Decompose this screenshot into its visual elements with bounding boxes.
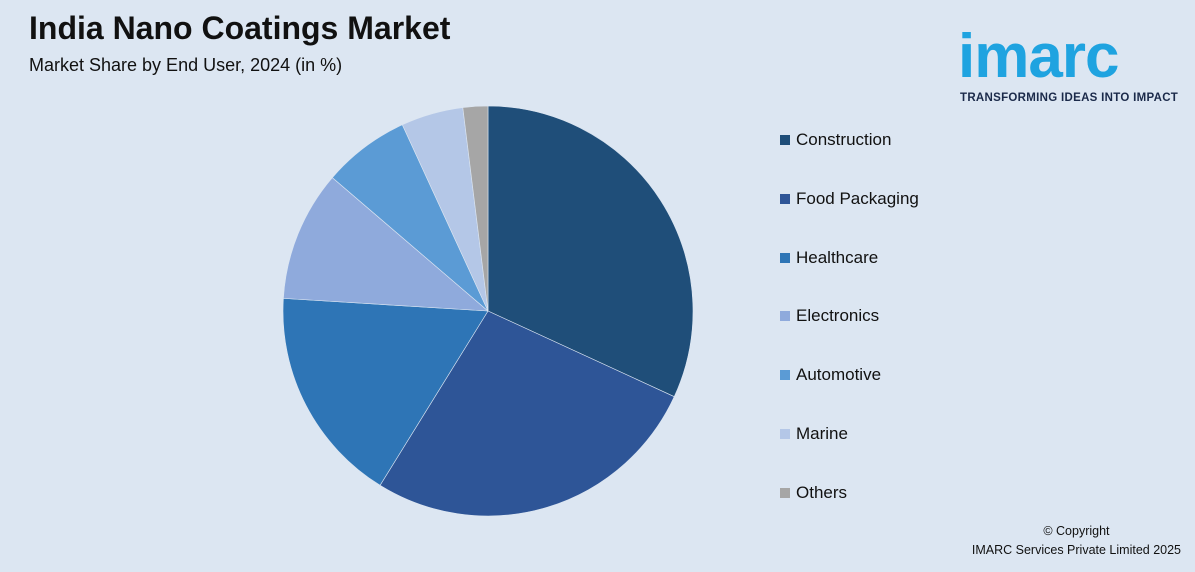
legend-item-electronics: Electronics	[780, 305, 919, 327]
pie-slice-healthcare	[282, 298, 489, 486]
chart-title: India Nano Coatings Market	[29, 10, 451, 46]
legend-swatch	[780, 252, 790, 263]
legend-label: Others	[796, 482, 848, 502]
legend-item-others: Others	[780, 482, 919, 504]
legend-swatch	[780, 487, 790, 498]
pie-slice-others	[462, 105, 489, 312]
legend-label: Marine	[796, 423, 848, 443]
pie-slice-electronics	[283, 177, 489, 312]
pie-slice-food-packaging	[379, 310, 675, 517]
legend-label: Healthcare	[796, 247, 879, 267]
chart-subtitle: Market Share by End User, 2024 (in %)	[29, 55, 343, 75]
legend-item-healthcare: Healthcare	[780, 247, 919, 269]
logo-tagline: TRANSFORMING IDEAS INTO IMPACT	[960, 92, 1179, 104]
copyright-notice: © Copyright IMARC Services Private Limit…	[972, 522, 1181, 560]
legend-label: Food Packaging	[796, 188, 919, 208]
legend-swatch	[780, 428, 790, 439]
legend-item-construction: Construction	[780, 129, 919, 151]
legend-swatch	[780, 135, 790, 145]
chart-legend: Construction Food Packaging Healthcare Elec…	[780, 129, 919, 541]
legend-swatch	[780, 193, 790, 204]
imarc-logo: imarc TRANSFORMING IDEAS INTO IMPACT	[958, 8, 1188, 108]
legend-item-food-packaging: Food Packaging	[780, 188, 919, 210]
logo-wordmark: imarc	[958, 22, 1119, 91]
legend-label: Automotive	[796, 365, 882, 385]
pie-slice-construction	[487, 105, 694, 398]
legend-swatch	[780, 370, 790, 381]
legend-label: Construction	[796, 130, 892, 149]
legend-item-automotive: Automotive	[780, 364, 919, 386]
copyright-line-1: © Copyright	[1043, 524, 1110, 538]
legend-swatch	[780, 311, 790, 322]
legend-label: Electronics	[796, 306, 880, 326]
copyright-line-2: IMARC Services Private Limited 2025	[971, 543, 1181, 557]
legend-item-marine: Marine	[780, 423, 919, 445]
